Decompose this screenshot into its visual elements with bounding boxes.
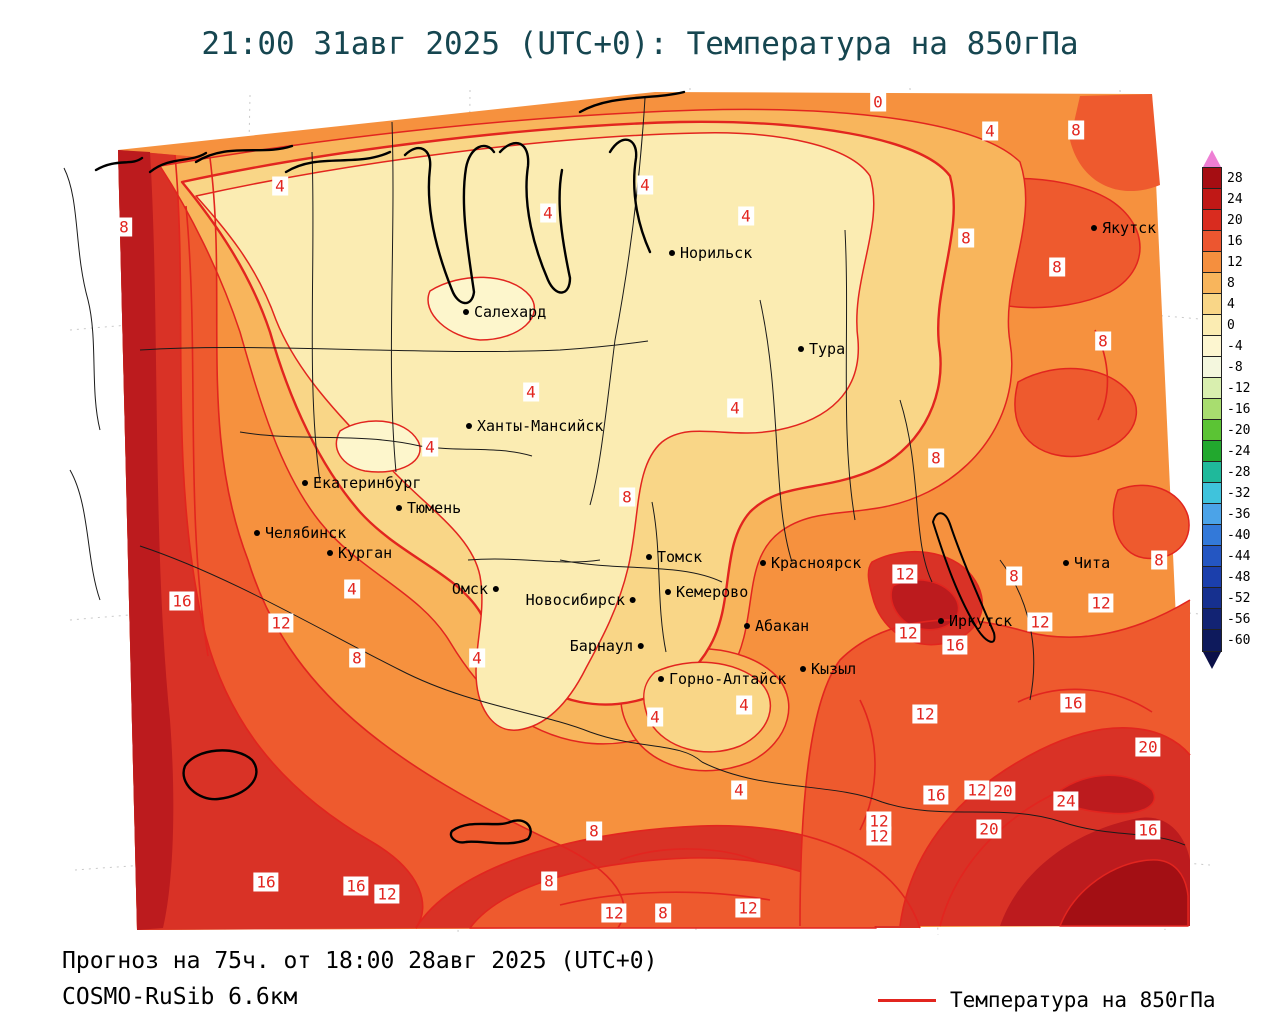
legend-swatch xyxy=(1202,629,1222,652)
legend-entry: -20 xyxy=(1202,419,1251,442)
legend-entry: 24 xyxy=(1202,188,1250,211)
legend-swatch xyxy=(1202,230,1222,253)
legend-entry: -28 xyxy=(1202,461,1251,484)
model-info: COSMO-RuSib 6.6км xyxy=(62,984,298,1010)
legend-value: -28 xyxy=(1227,465,1251,480)
legend-entry: 8 xyxy=(1202,272,1250,295)
legend-entry: -32 xyxy=(1202,482,1251,505)
legend-swatch xyxy=(1202,293,1222,316)
legend-value: -56 xyxy=(1227,612,1251,627)
legend-value: -12 xyxy=(1227,381,1251,396)
legend-value: -44 xyxy=(1227,549,1251,564)
legend-swatch xyxy=(1202,440,1222,463)
legend-swatch xyxy=(1202,356,1222,379)
legend-swatch xyxy=(1202,461,1222,484)
legend-value: -52 xyxy=(1227,591,1251,606)
legend-value: 4 xyxy=(1227,297,1235,312)
legend-swatch xyxy=(1202,398,1222,421)
legend-value: 8 xyxy=(1227,276,1235,291)
admin-borders xyxy=(63,97,1186,846)
lake-outline xyxy=(449,819,532,845)
legend-value: 16 xyxy=(1227,234,1243,249)
lake-baikal-outline xyxy=(931,512,996,643)
lake-outline xyxy=(182,749,258,801)
legend-entry: -36 xyxy=(1202,503,1251,526)
legend-entries: 28 24 20 16 12 8 4 0 -4 -8 -12 -16 -20 -24 -28 -32 -36 -4… xyxy=(1202,167,1251,652)
legend-swatch xyxy=(1202,251,1222,274)
legend-value: 20 xyxy=(1227,213,1243,228)
legend-entry: 4 xyxy=(1202,293,1250,316)
taz-gulf-coastline xyxy=(498,141,572,294)
legend-value: -24 xyxy=(1227,444,1251,459)
legend-value: 0 xyxy=(1227,318,1235,333)
color-scale-legend: 28 24 20 16 12 8 4 0 -4 -8 -12 -16 -20 -24 -28 -32 -36 -4… xyxy=(1202,150,1251,669)
legend-value: -20 xyxy=(1227,423,1251,438)
legend-swatch xyxy=(1202,314,1222,337)
legend-entry: 16 xyxy=(1202,230,1250,253)
yenisei-gulf-coastline xyxy=(608,138,652,254)
legend-swatch xyxy=(1202,272,1222,295)
legend-swatch xyxy=(1202,188,1222,211)
temperature-line-sample xyxy=(878,998,936,1002)
legend-arrow-up-icon xyxy=(1203,150,1221,167)
forecast-info: Прогноз на 75ч. от 18:00 28авг 2025 (UTC… xyxy=(62,948,658,974)
legend-entry: -12 xyxy=(1202,377,1251,400)
legend-entry: -8 xyxy=(1202,356,1250,379)
legend-value: -36 xyxy=(1227,507,1251,522)
legend-entry: -16 xyxy=(1202,398,1251,421)
legend-swatch xyxy=(1202,167,1222,190)
legend-swatch xyxy=(1202,419,1222,442)
legend-swatch xyxy=(1202,566,1222,589)
legend-entry: 12 xyxy=(1202,251,1250,274)
legend-entry: -48 xyxy=(1202,566,1251,589)
legend-value: -60 xyxy=(1227,633,1251,648)
legend-entry: 28 xyxy=(1202,167,1250,190)
legend-value: -48 xyxy=(1227,570,1251,585)
legend-entry: 20 xyxy=(1202,209,1250,232)
legend-value: 24 xyxy=(1227,192,1243,207)
legend-entry: -56 xyxy=(1202,608,1251,631)
series-legend: Температура на 850гПа xyxy=(878,988,1216,1012)
legend-swatch xyxy=(1202,482,1222,505)
legend-value: -16 xyxy=(1227,402,1251,417)
legend-entry: -44 xyxy=(1202,545,1251,568)
legend-value: 28 xyxy=(1227,171,1243,186)
legend-entry: -52 xyxy=(1202,587,1251,610)
legend-arrow-down-icon xyxy=(1203,652,1221,669)
legend-swatch xyxy=(1202,503,1222,526)
legend-swatch xyxy=(1202,524,1222,547)
page-title: 21:00 31авг 2025 (UTC+0): Температура на… xyxy=(201,26,1079,62)
legend-value: 12 xyxy=(1227,255,1243,270)
legend-value: -40 xyxy=(1227,528,1251,543)
legend-value: -4 xyxy=(1227,339,1243,354)
ob-gulf-coastline xyxy=(403,144,496,305)
legend-entry: -60 xyxy=(1202,629,1251,652)
legend-value: -32 xyxy=(1227,486,1251,501)
legend-swatch xyxy=(1202,545,1222,568)
coastlines xyxy=(94,90,996,845)
legend-entry: -4 xyxy=(1202,335,1250,358)
legend-swatch xyxy=(1202,587,1222,610)
legend-value: -8 xyxy=(1227,360,1243,375)
legend-swatch xyxy=(1202,335,1222,358)
legend-swatch xyxy=(1202,209,1222,232)
legend-entry: -24 xyxy=(1202,440,1251,463)
legend-entry: 0 xyxy=(1202,314,1250,337)
legend-swatch xyxy=(1202,377,1222,400)
series-legend-label: Температура на 850гПа xyxy=(950,988,1216,1012)
legend-entry: -40 xyxy=(1202,524,1251,547)
legend-swatch xyxy=(1202,608,1222,631)
